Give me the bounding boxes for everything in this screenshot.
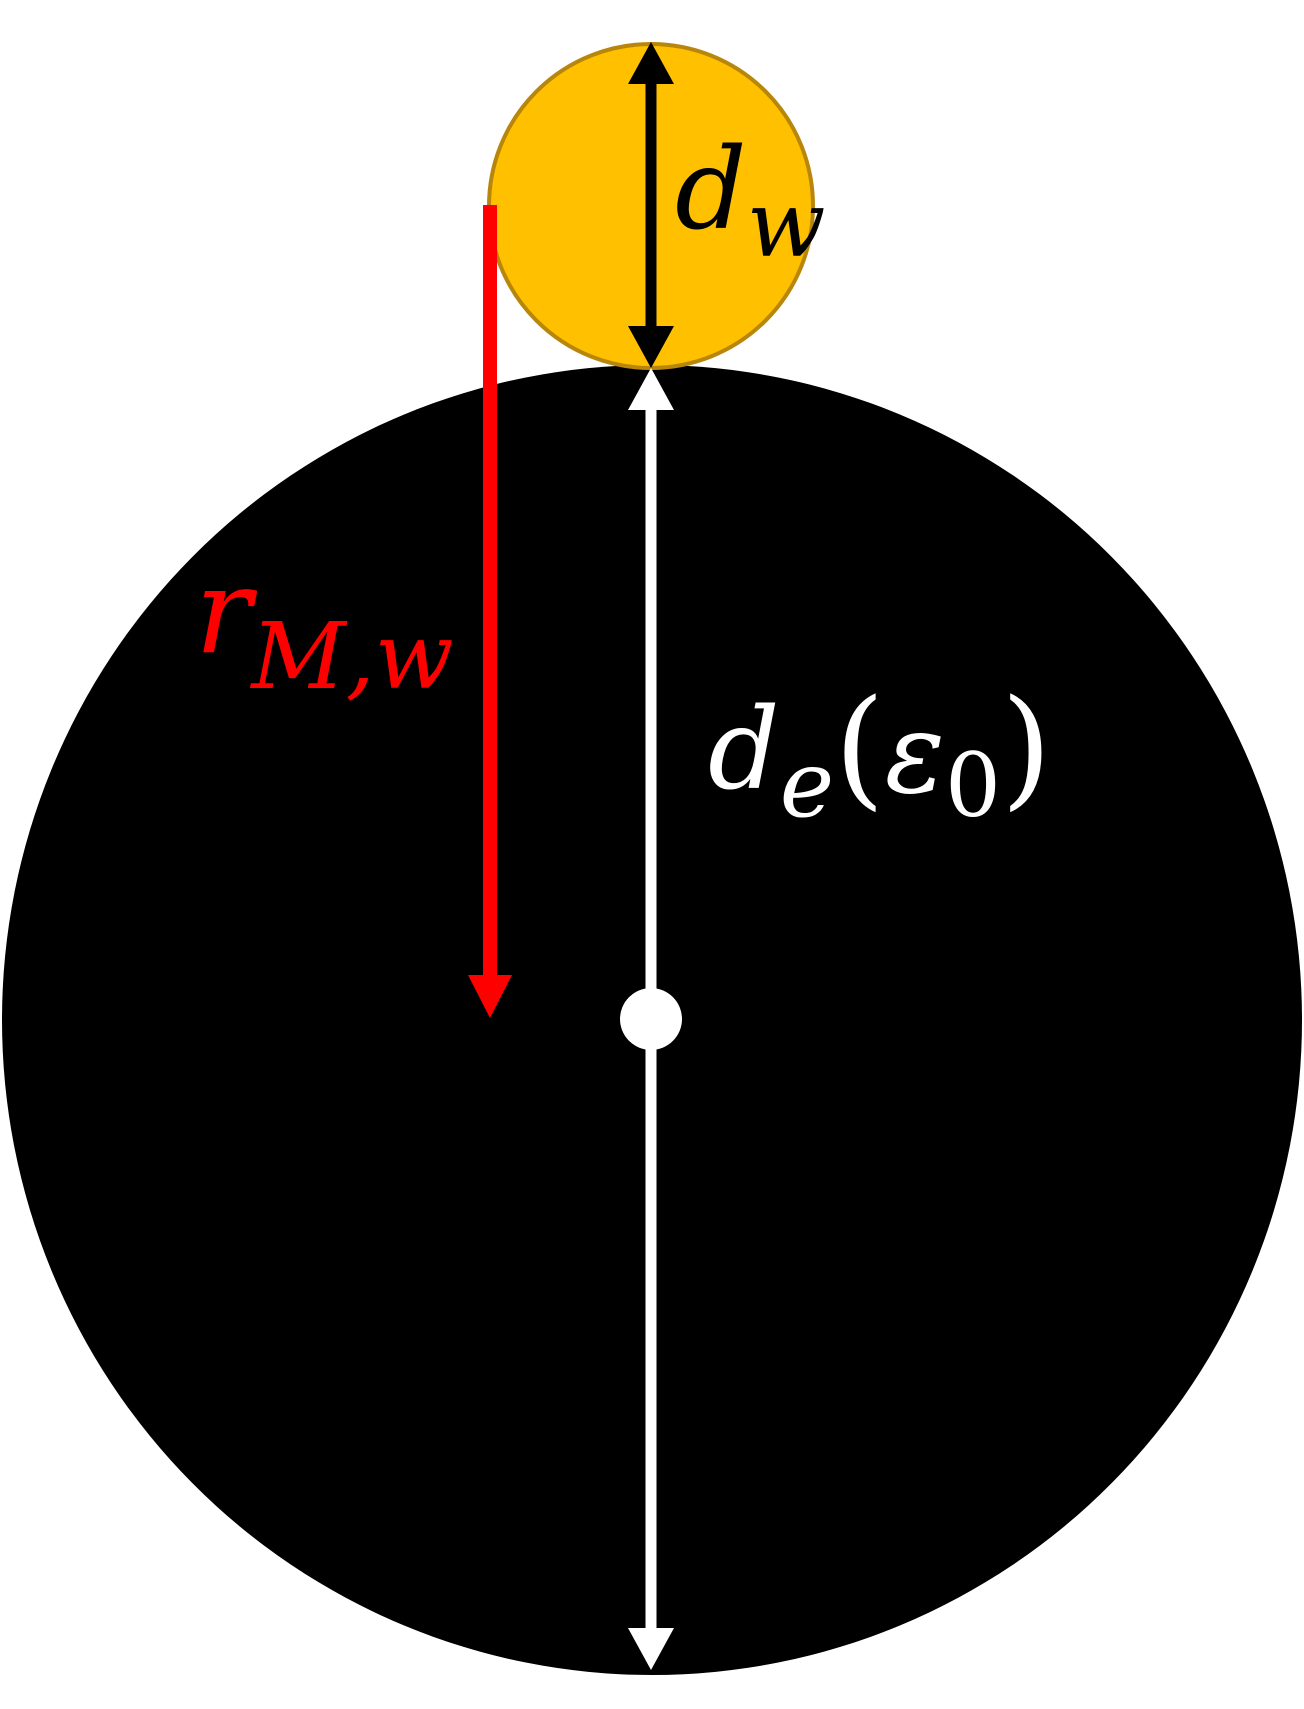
de-arrow-head-top [628,368,674,410]
rmw-arrow [468,205,512,1018]
dw-arrow-head-bottom [628,326,674,368]
dw-arrow [628,42,674,368]
dw-label: dw [675,125,825,278]
rmw-arrow-head [468,975,512,1018]
de-label: de(ε0) [708,671,1052,838]
de-arrow-head-bottom [628,1628,674,1670]
center-dot [620,988,682,1050]
rmw-label: rM,w [195,542,454,710]
dw-arrow-head-top [628,42,674,84]
